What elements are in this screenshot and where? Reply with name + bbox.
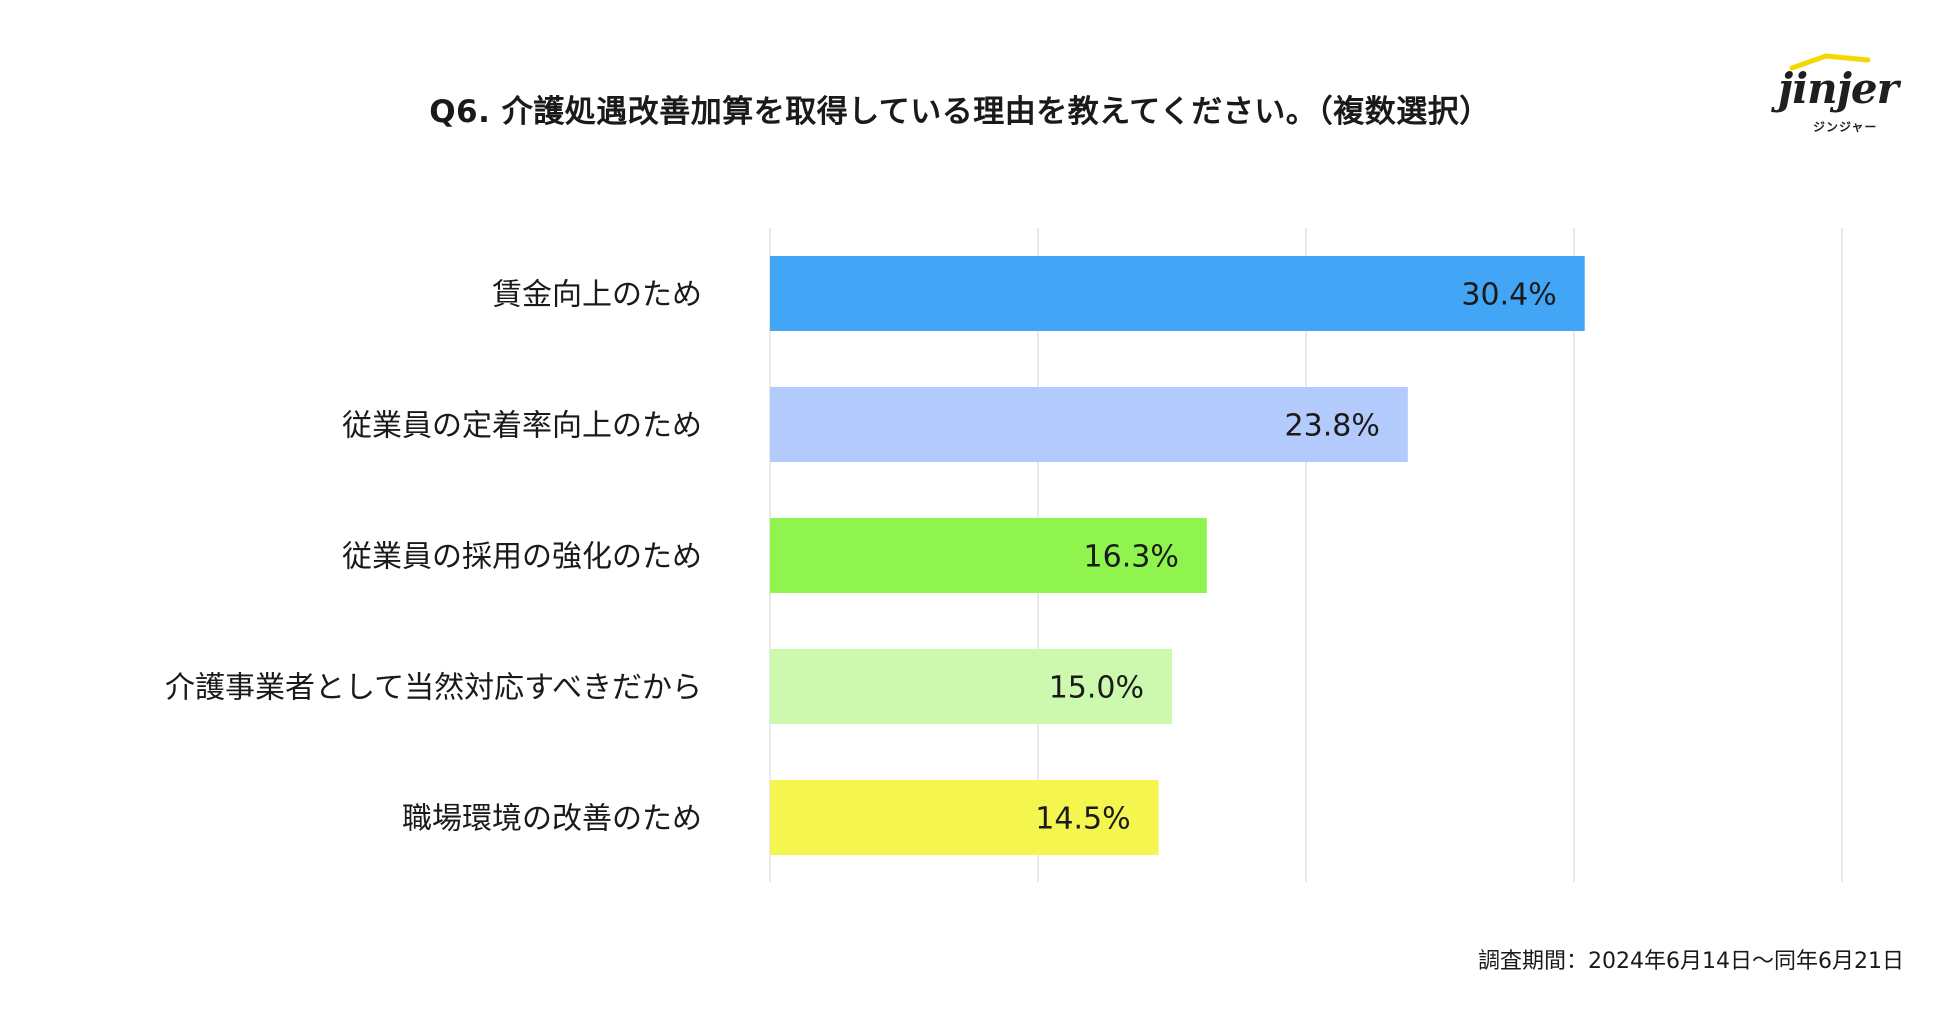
bar (770, 256, 1585, 331)
category-label: 職場環境の改善のため (402, 802, 702, 837)
logo-wordmark: jinjer (1778, 64, 1899, 113)
bar (770, 649, 1172, 724)
value-label: 23.8% (1285, 409, 1380, 444)
bar (770, 780, 1159, 855)
roof-icon (1789, 53, 1871, 71)
category-label: 従業員の定着率向上のため (342, 409, 702, 444)
survey-period: 調査期間：2024年6月14日〜同年6月21日 (1478, 949, 1904, 974)
bar (770, 518, 1207, 593)
logo-subtitle: ジンジャー (1813, 120, 1878, 134)
value-label: 14.5% (1035, 802, 1130, 837)
chart-title: Q6. 介護処遇改善加算を取得している理由を教えてください。（複数選択） (429, 94, 1491, 130)
category-label: 従業員の採用の強化のため (342, 540, 702, 575)
value-label: 15.0% (1049, 671, 1144, 706)
value-label: 30.4% (1461, 278, 1556, 313)
category-label: 賃金向上のため (492, 278, 702, 313)
jinjer-logo: jinjer ジンジャー (1770, 52, 1920, 142)
bar (770, 387, 1408, 462)
category-label: 介護事業者として当然対応すべきだから (165, 671, 702, 706)
value-label: 16.3% (1084, 540, 1179, 575)
